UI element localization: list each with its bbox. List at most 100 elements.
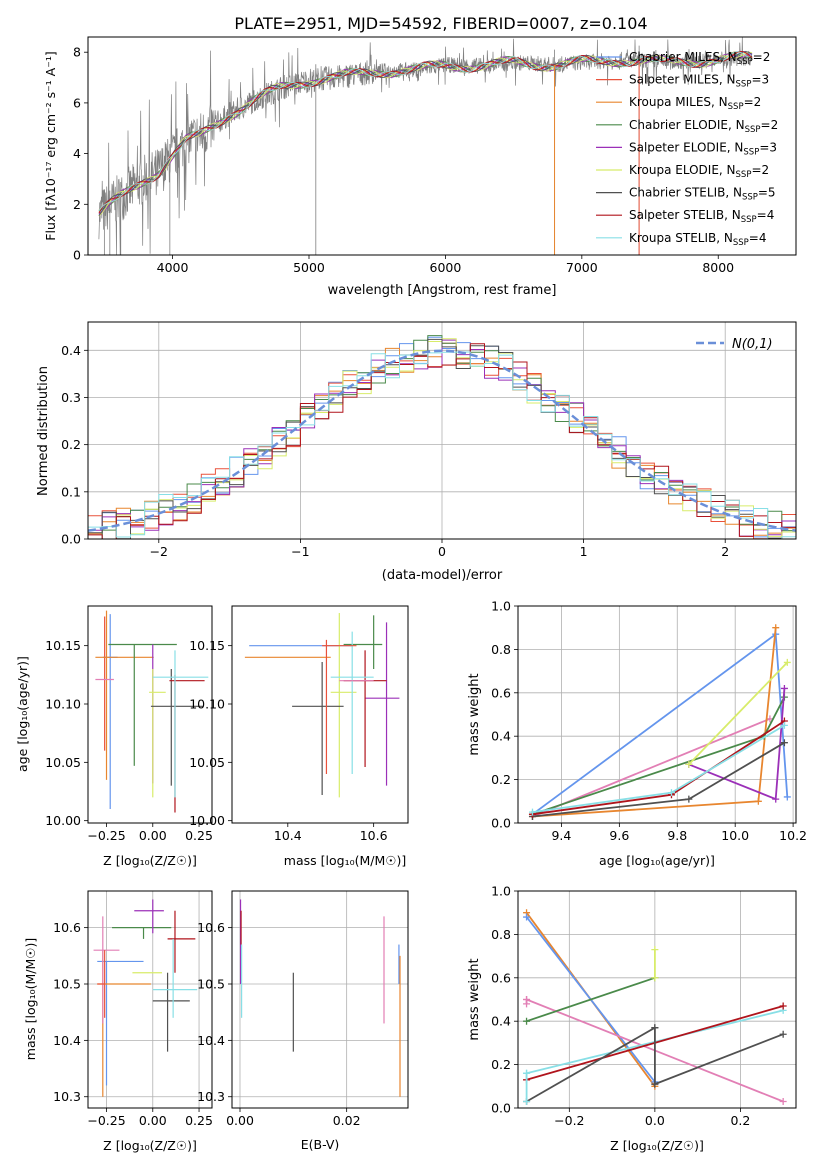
errorbar-point-chabrier_elodie [112, 927, 172, 939]
x-tick-label: 5000 [293, 260, 325, 275]
y-tick-label: 0.2 [61, 437, 81, 452]
weight-marker [779, 1097, 787, 1105]
errorbar-point-kroupa_stelib [152, 650, 209, 798]
y-tick-label: 0.8 [491, 642, 511, 657]
weight-line-salpeter_elodie [688, 688, 786, 801]
axes-frame [87, 36, 797, 256]
y-tick-label: 10.4 [197, 1033, 225, 1048]
axes-spectrum: 4000 5000 6000 7000 8000 0 2 4 6 8 wavelength [Ang… [43, 36, 797, 298]
errorbar-point-chabrier_elodie [108, 643, 177, 766]
x-axis-label: wavelength [Angstrom, rest frame] [328, 283, 557, 298]
spectrum-legend: Chabrier MILES, NSSP=2 Salpeter MILES, NS… [596, 50, 778, 248]
axes-frame [231, 890, 409, 1109]
errorbar-point-kroupa_miles [95, 610, 154, 780]
y-tick-label: 10.10 [45, 697, 81, 712]
legend-label: Salpeter ELODIE, NSSP=3 [629, 140, 777, 157]
x-tick-label: −1 [291, 544, 309, 559]
x-axis-label: Z [log₁₀(Z/Z☉)] [610, 1138, 704, 1153]
errorbar-point-kroupa_stelib [330, 631, 374, 774]
weight-marker [783, 793, 791, 801]
weight-line-chabrier_stelib [654, 1033, 784, 1085]
weight-marker [772, 795, 780, 803]
y-tick-label: 0.8 [491, 927, 511, 942]
legend-label: Kroupa ELODIE, NSSP=2 [629, 163, 769, 180]
plot-area-mass_vs_Z [93, 899, 198, 1097]
y-tick-label: 0.1 [61, 484, 81, 499]
axes-frame [87, 890, 213, 1109]
x-tick-label: 0.00 [139, 828, 167, 843]
y-tick-label: 0.6 [491, 970, 511, 985]
x-axis-label: Z [log₁₀(Z/Z☉)] [103, 1138, 197, 1153]
histogram-salpeter_stelib [88, 343, 796, 539]
legend-label: Chabrier STELIB, NSSP=5 [629, 186, 776, 203]
histogram-chabrier_stelib [88, 338, 796, 539]
weight-marker [523, 1069, 531, 1077]
axes-weight_vs_Z: −0.2 0.0 0.2 0.0 0.2 0.4 0.6 0.8 1.0 Z [log₁₀(Z/Z… [467, 884, 797, 1153]
errorbar-point-chabrier_stelib [292, 662, 344, 795]
y-tick-label: 0 [73, 248, 81, 263]
weight-marker [779, 1030, 787, 1038]
y-tick-label: 10.00 [189, 813, 225, 828]
x-tick-label: 7000 [566, 260, 598, 275]
x-tick-label: 10.0 [721, 828, 749, 843]
y-tick-label: 10.05 [189, 755, 225, 770]
errorbar-point-salpeter_miles [97, 950, 106, 1018]
x-tick-label: 9.6 [609, 828, 629, 843]
y-tick-label: 0.4 [61, 343, 81, 358]
x-tick-label: −0.2 [554, 1113, 584, 1128]
weight-line-chabrier_stelib [526, 1026, 656, 1103]
errorbar-point-salpeter_elodie [365, 622, 400, 786]
y-axis-label: Flux [fλ10⁻¹⁷ erg cm⁻² s⁻¹ A⁻¹] [43, 51, 58, 240]
weight-marker [523, 996, 531, 1003]
y-axis-label: mass [log₁₀(M/M☉)] [23, 938, 38, 1060]
x-axis-label: Z [log₁₀(Z/Z☉)] [103, 853, 197, 868]
y-tick-label: 0.0 [61, 532, 81, 547]
histogram-salpeter_elodie [88, 339, 796, 537]
axes-age_vs_mass: 10.4 10.6 10.00 10.05 10.10 10.15 mass [log₁₀(… [189, 605, 409, 868]
y-axis-label: Normed distribution [36, 366, 51, 496]
x-tick-label: 0.02 [333, 1113, 361, 1128]
weight-marker [651, 1080, 659, 1088]
y-tick-label: 10.15 [45, 638, 81, 653]
y-tick-label: 10.5 [53, 977, 81, 992]
weight-line-chabrier_elodie [526, 976, 656, 1023]
y-axis-label: mass weight [467, 673, 482, 755]
weight-marker [523, 1097, 531, 1105]
y-tick-label: 0.6 [491, 685, 511, 700]
weight-marker [779, 1002, 787, 1010]
weight-marker [685, 760, 693, 768]
errorbar-point-kroupa_stelib [152, 938, 198, 1018]
weight-marker [780, 721, 788, 729]
x-tick-label: 10.2 [779, 828, 807, 843]
axes-frame [231, 605, 409, 824]
errorbar-point-chabrier_stelib [152, 972, 190, 1052]
errorbar-point-chabrier_stelib [150, 669, 203, 786]
legend-label: Salpeter STELIB, NSSP=4 [629, 208, 774, 225]
model-line-chabrier_stelib [98, 51, 753, 217]
weight-marker [780, 684, 788, 692]
x-tick-label: 4000 [157, 260, 189, 275]
plot-area-weight_vs_Z [523, 909, 787, 1105]
x-tick-label: 0 [438, 544, 446, 559]
x-tick-label: −0.25 [87, 828, 125, 843]
y-axis-label: age [log₁₀(age/yr)] [15, 656, 30, 772]
x-tick-label: 0.25 [185, 1113, 213, 1128]
plot-area-weight_vs_age [528, 624, 791, 820]
y-tick-label: 8 [73, 45, 81, 60]
x-tick-label: 2 [721, 544, 729, 559]
y-tick-label: 0.2 [491, 772, 511, 787]
x-tick-label: 8000 [702, 260, 734, 275]
y-axis-label: mass weight [467, 958, 482, 1040]
legend-label: Chabrier MILES, NSSP=2 [629, 50, 770, 67]
weight-line-kroupa_elodie [688, 661, 788, 766]
x-tick-label: 0.00 [139, 1113, 167, 1128]
axes-frame [517, 890, 797, 1109]
x-axis-label: mass [log₁₀(M/M☉)] [284, 853, 406, 868]
axes-frame [87, 605, 213, 824]
axes-age_vs_Z: −0.25 0.00 0.25 10.00 10.05 10.10 10.15 Z [log₁… [15, 605, 213, 868]
weight-marker [651, 974, 659, 982]
histogram-kroupa_stelib [88, 351, 796, 539]
axes-residuals: −2 −1 0 1 2 0.0 0.1 0.2 0.3 0.4 (data-model)/error… [36, 321, 797, 583]
legend-label: Kroupa STELIB, NSSP=4 [629, 231, 767, 248]
errorbar-point-chabrier_elodie [343, 615, 383, 669]
